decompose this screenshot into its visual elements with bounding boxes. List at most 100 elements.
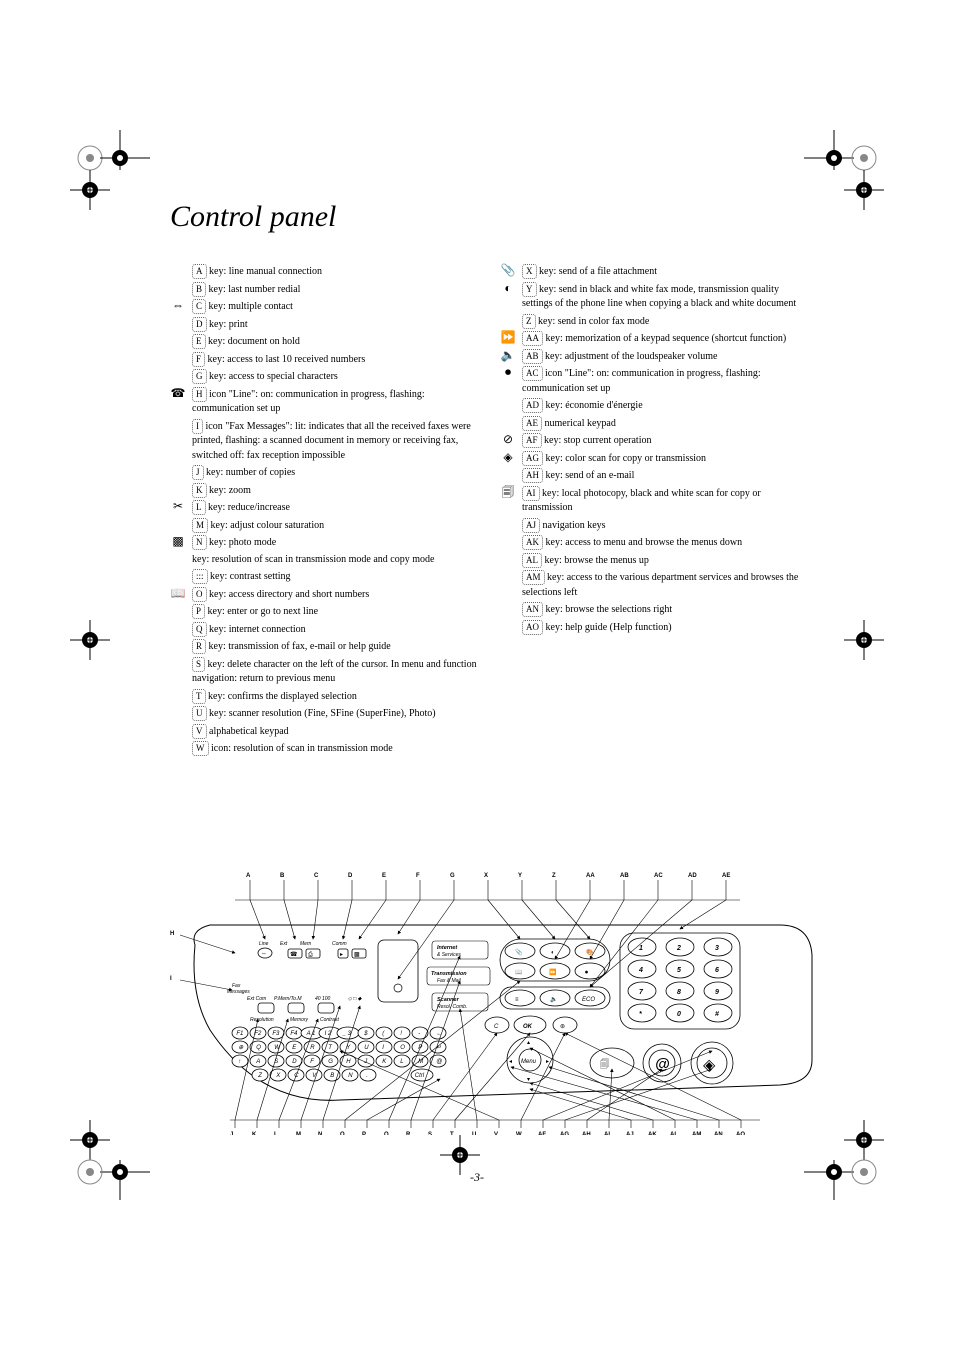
legend-row: ⇔C key: multiple contact xyxy=(170,299,480,315)
legend-text: AC icon "Line": on: communication in pro… xyxy=(522,366,810,396)
svg-text:AK: AK xyxy=(648,1132,657,1135)
svg-text:F3: F3 xyxy=(272,1031,280,1037)
svg-text:🗐: 🗐 xyxy=(600,1059,609,1069)
legend-icon: ◐ xyxy=(500,282,516,298)
svg-text:AE: AE xyxy=(722,873,730,879)
svg-text:& Services: & Services xyxy=(437,952,461,958)
svg-text:Q: Q xyxy=(384,1132,389,1135)
svg-text:▴: ▴ xyxy=(527,1040,530,1046)
svg-text:N: N xyxy=(318,1132,322,1135)
svg-text:O: O xyxy=(340,1132,345,1135)
svg-text:M: M xyxy=(296,1132,301,1135)
legend-row: ⏩AA key: memorization of a keypad sequen… xyxy=(500,331,810,347)
legend-row: K key: zoom xyxy=(170,483,480,499)
legend-row: A key: line manual connection xyxy=(170,264,480,280)
svg-text:Menu: Menu xyxy=(521,1059,537,1065)
legend-row: AH key: send of an e-mail xyxy=(500,468,810,484)
legend-row: F key: access to last 10 received number… xyxy=(170,352,480,368)
legend-row: B key: last number redial xyxy=(170,282,480,298)
legend-text: AJ navigation keys xyxy=(522,518,810,534)
svg-text:OK: OK xyxy=(523,1024,533,1030)
legend-row: AM key: access to the various department… xyxy=(500,570,810,600)
legend-row: AN key: browse the selections right xyxy=(500,602,810,618)
legend-row: ◈AG key: color scan for copy or transmis… xyxy=(500,451,810,467)
svg-text:F: F xyxy=(416,873,420,879)
legend-row: Q key: internet connection xyxy=(170,622,480,638)
svg-text:Ctrl: Ctrl xyxy=(415,1073,425,1079)
svg-text:F2: F2 xyxy=(254,1031,262,1037)
legend-text: H icon "Line": on: communication in prog… xyxy=(192,387,480,417)
legend-row: AO key: help guide (Help function) xyxy=(500,620,810,636)
svg-text:A 1: A 1 xyxy=(306,1031,316,1037)
svg-text:$: $ xyxy=(363,1031,368,1037)
legend-text: N key: photo mode xyxy=(192,535,480,551)
legend-row: Z key: send in color fax mode xyxy=(500,314,810,330)
svg-text:@: @ xyxy=(436,1059,442,1065)
legend-row: AL key: browse the menus up xyxy=(500,553,810,569)
legend-icon: 🗐 xyxy=(500,486,516,502)
svg-text:F: F xyxy=(310,1059,314,1065)
alpha-keypad: F1F2F3F4A 1I 2_ 3$(!-←⊕QWERTYUIOP↵↑ASDFG… xyxy=(232,1027,446,1081)
legend-row: ☎H icon "Line": on: communication in pro… xyxy=(170,387,480,417)
legend-icon: ⊘ xyxy=(500,433,516,449)
legend-row: ✂L key: reduce/increase xyxy=(170,500,480,516)
legend-text: V alphabetical keypad xyxy=(192,724,480,740)
svg-text:5: 5 xyxy=(677,967,681,974)
legend-row: AK key: access to menu and browse the me… xyxy=(500,535,810,551)
svg-text:W: W xyxy=(516,1132,522,1135)
legend-text: A key: line manual connection xyxy=(192,264,480,280)
svg-text:🎨: 🎨 xyxy=(586,948,594,956)
crop-mark-tl xyxy=(70,130,150,210)
page-content: Control panel A key: line manual connect… xyxy=(170,200,810,759)
svg-text:S: S xyxy=(428,1132,432,1135)
svg-text:◇ □ ◆: ◇ □ ◆ xyxy=(348,996,363,1002)
legend-icon: ✂ xyxy=(170,500,186,516)
label-transmission: Transmission xyxy=(431,971,467,977)
legend-text: Y key: send in black and white fax mode,… xyxy=(522,282,810,312)
svg-text:3: 3 xyxy=(715,945,719,952)
svg-text:B: B xyxy=(330,1073,334,1079)
svg-text:Resol. Comb.: Resol. Comb. xyxy=(437,1004,467,1010)
svg-text:▾: ▾ xyxy=(527,1077,530,1083)
legend-text: W icon: resolution of scan in transmissi… xyxy=(192,741,480,757)
legend-text: AM key: access to the various department… xyxy=(522,570,810,600)
svg-text:▸: ▸ xyxy=(546,1059,549,1065)
legend-text: Q key: internet connection xyxy=(192,622,480,638)
svg-text:L: L xyxy=(274,1132,278,1135)
legend-columns: A key: line manual connection B key: last… xyxy=(170,262,810,759)
legend-text: key: resolution of scan in transmission … xyxy=(192,553,480,568)
legend-row: G key: access to special characters xyxy=(170,369,480,385)
svg-text:AD: AD xyxy=(688,873,697,879)
legend-text: I icon "Fax Messages": lit: indicates th… xyxy=(192,419,480,464)
legend-row: 📎X key: send of a file attachment xyxy=(500,264,810,280)
legend-text: G key: access to special characters xyxy=(192,369,480,385)
label-scanner: Scanner xyxy=(437,997,460,1003)
svg-text:AL: AL xyxy=(670,1132,678,1135)
svg-text:⏺: ⏺ xyxy=(585,970,588,976)
svg-text:AC: AC xyxy=(654,873,663,879)
svg-text:Ext: Ext xyxy=(280,941,288,947)
svg-text:📎: 📎 xyxy=(515,948,523,956)
legend-text: U key: scanner resolution (Fine, SFine (… xyxy=(192,706,480,722)
page-number: -3- xyxy=(0,1170,954,1185)
svg-text:B: B xyxy=(280,873,285,879)
legend-icon: ⏺ xyxy=(500,366,516,382)
legend-icon: ▩ xyxy=(170,535,186,551)
legend-text: S key: delete character on the left of t… xyxy=(192,657,480,687)
legend-text: P key: enter or go to next line xyxy=(192,604,480,620)
legend-text: AE numerical keypad xyxy=(522,416,810,432)
label-line: Line xyxy=(259,941,269,947)
legend-icon: ⇔ xyxy=(170,299,186,315)
svg-text:AO: AO xyxy=(736,1132,745,1135)
svg-text:▩: ▩ xyxy=(354,952,360,958)
legend-row: T key: confirms the displayed selection xyxy=(170,689,480,705)
svg-text:AM: AM xyxy=(692,1132,701,1135)
legend-text: R key: transmission of fax, e-mail or he… xyxy=(192,639,480,655)
svg-text:4: 4 xyxy=(638,967,643,974)
svg-text:Z: Z xyxy=(257,1073,262,1079)
legend-text: AH key: send of an e-mail xyxy=(522,468,810,484)
legend-text: AK key: access to menu and browse the me… xyxy=(522,535,810,551)
legend-row: key: resolution of scan in transmission … xyxy=(170,553,480,568)
svg-text:AN: AN xyxy=(714,1132,723,1135)
legend-text: B key: last number redial xyxy=(192,282,480,298)
